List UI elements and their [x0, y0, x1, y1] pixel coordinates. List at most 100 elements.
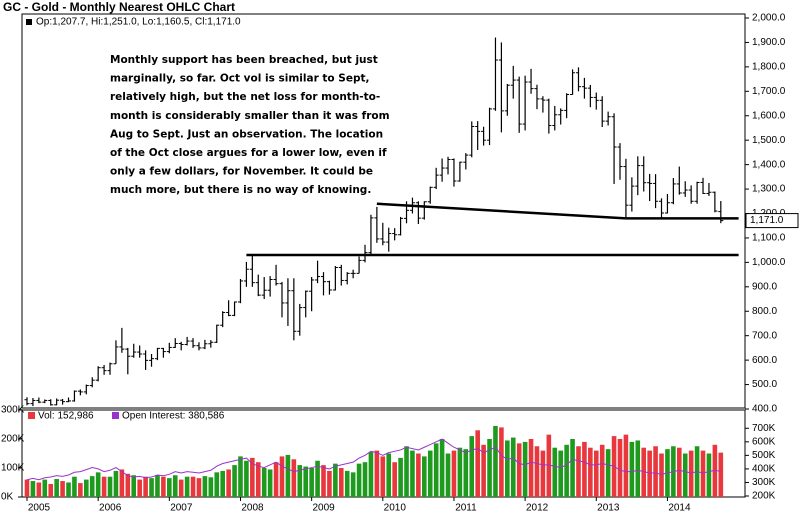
volume-bar [641, 447, 647, 497]
y2-tick-label: 700K [752, 423, 776, 434]
volume-bar [700, 450, 706, 497]
volume-bar [214, 472, 220, 497]
y-tick-label: 900.0 [752, 281, 777, 292]
annotation-line: Monthly support has been breached, but j… [110, 54, 378, 66]
volume-bar [593, 450, 599, 497]
volume-bar [238, 456, 243, 497]
volume-bar [137, 479, 142, 497]
volume-bar [493, 425, 498, 497]
last-price-box [745, 213, 799, 229]
volume-bar [30, 481, 36, 497]
volume-bar [659, 453, 664, 497]
volume-bar [327, 470, 332, 497]
volume-bar [682, 453, 688, 497]
x-tick-label: 2013 [597, 503, 620, 514]
volume-bar [445, 453, 451, 497]
volume-bar [84, 479, 89, 497]
volume-bar [196, 478, 202, 497]
y-tick-label: 400.0 [752, 404, 777, 415]
legend-swatch [112, 412, 119, 419]
volume-bar [273, 462, 279, 497]
volume-bar [244, 460, 249, 497]
volume-bar [588, 447, 593, 497]
volume-bar [315, 460, 320, 497]
volume-bar [570, 439, 575, 497]
volume-bar [617, 439, 623, 497]
volume-bar [546, 434, 552, 497]
y-tick-label: 0K [1, 492, 14, 503]
x-tick-label: 2009 [313, 503, 336, 514]
y-tick-label: 200K [1, 434, 25, 445]
y-tick-label: 500.0 [752, 379, 777, 390]
legend-label: Open Interest: 380,586 [122, 411, 225, 422]
volume-bar [380, 456, 386, 497]
y-tick-label: 600.0 [752, 355, 777, 366]
price-panel [21, 13, 746, 409]
volume-bar [522, 441, 528, 497]
volume-bar [350, 472, 356, 497]
support-line [376, 202, 627, 220]
x-tick-label: 2011 [455, 503, 477, 514]
last-price-label: 1,171.0 [750, 215, 784, 226]
volume-bar [510, 437, 516, 497]
volume-bar [457, 447, 463, 497]
volume-bar [499, 427, 504, 497]
volume-bar [24, 479, 30, 497]
y2-tick-label: 200K [752, 491, 776, 502]
volume-bar [333, 463, 338, 497]
legend-swatch [26, 19, 32, 25]
y2-tick-label: 600K [752, 436, 776, 447]
volume-bar [297, 465, 303, 497]
volume-bar [344, 470, 350, 497]
y-tick-label: 2,000.0 [752, 13, 786, 24]
volume-bar [558, 450, 563, 497]
volume-bar [291, 459, 297, 497]
volume-bar [303, 466, 309, 497]
x-tick-label: 2012 [526, 503, 549, 514]
volume-bar [416, 453, 421, 497]
x-tick-label: 2007 [170, 503, 193, 514]
volume-bar [718, 452, 724, 497]
legend-swatch [28, 412, 35, 419]
volume-bar [338, 468, 344, 497]
y-tick-label: 1,000.0 [752, 257, 786, 268]
volume-bar [481, 444, 486, 497]
open-interest-line [26, 438, 721, 481]
volume-bar [374, 450, 380, 497]
volume-bar [119, 469, 125, 497]
y-tick-label: 1,100.0 [752, 233, 786, 244]
volume-bar [712, 444, 718, 497]
volume-bar [107, 476, 113, 497]
volume-bar [688, 450, 694, 497]
volume-bar [706, 453, 712, 497]
volume-bar [113, 470, 119, 497]
volume-bar [149, 478, 154, 497]
volume-bar [309, 468, 314, 497]
volume-bar [564, 444, 569, 497]
x-tick-label: 2008 [241, 503, 264, 514]
annotation-line: of the Oct close argues for a lower low,… [110, 147, 387, 159]
volume-bar [60, 481, 65, 497]
y-tick-label: 1,400.0 [752, 159, 786, 170]
volume-bar [582, 441, 587, 497]
volume-bar [386, 453, 392, 497]
volume-bar [285, 454, 291, 497]
annotation-line: marginally, so far. Oct vol is similar t… [110, 73, 370, 85]
volume-bar [356, 463, 362, 497]
x-tick-label: 2014 [668, 503, 691, 514]
legend-label: Vol: 152,986 [38, 411, 94, 422]
volume-bar [599, 444, 605, 497]
chart-title: GC - Gold - Monthly Nearest OHLC Chart [3, 0, 235, 14]
volume-bar [534, 446, 540, 497]
volume-bar [404, 446, 409, 497]
volume-bar [469, 436, 475, 497]
y-tick-label: 1,900.0 [752, 37, 786, 48]
volume-bar [220, 470, 225, 497]
volume-bar [89, 476, 95, 497]
y-tick-label: 1,500.0 [752, 135, 786, 146]
volume-bar [647, 450, 652, 497]
volume-bar [475, 430, 480, 497]
volume-bar [267, 469, 273, 497]
volume-bar [635, 440, 641, 497]
volume-bar [398, 457, 403, 497]
